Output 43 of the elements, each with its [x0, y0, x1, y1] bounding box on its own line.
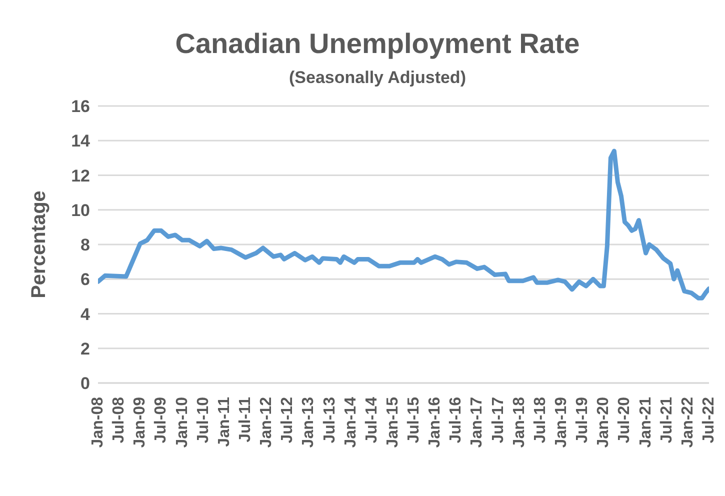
x-tick-label: Jul-15: [406, 396, 423, 444]
x-tick-label: Jan-14: [342, 396, 360, 448]
y-tick-label: 10: [71, 200, 90, 220]
x-tick-label: Jan-15: [384, 396, 402, 448]
y-tick-label: 14: [71, 132, 91, 151]
x-tick-label: Jan-16: [426, 396, 444, 448]
x-tick-label: Jan-13: [300, 396, 318, 448]
y-tick-label: 16: [71, 97, 90, 116]
x-tick-label: Jul-10: [194, 396, 212, 444]
x-tick-label: Jan-11: [216, 396, 233, 447]
x-tick-label: Jul-08: [110, 396, 128, 444]
x-tick-label: Jul-12: [279, 396, 296, 444]
x-tick-label: Jan-22: [679, 396, 696, 448]
x-tick-label: Jul-09: [152, 396, 170, 444]
x-tick-label: Jul-19: [574, 396, 592, 444]
chart-subtitle: (Seasonally Adjusted): [288, 68, 467, 88]
x-tick-label: Jul-11: [236, 396, 254, 442]
y-axis-title: Percentage: [28, 190, 50, 298]
x-tick-label: Jan-10: [174, 396, 191, 448]
y-tick-label: 6: [80, 270, 90, 290]
y-tick-label: 4: [80, 304, 91, 324]
x-tick-label: Jan-20: [595, 396, 612, 448]
x-tick-label: Jul-13: [321, 396, 338, 444]
x-tick-label: Jul-17: [490, 396, 507, 444]
x-tick-label: Jul-21: [658, 396, 676, 444]
x-tick-label: Jan-12: [258, 396, 276, 448]
x-tick-label: Jul-18: [532, 396, 549, 444]
x-tick-label: Jan-19: [553, 396, 570, 448]
y-tick-label: 0: [80, 374, 90, 394]
x-tick-label: Jul-14: [363, 396, 380, 444]
x-tick-label: Jan-17: [468, 396, 486, 448]
x-tick-label: Jan-18: [510, 396, 528, 448]
x-tick-label: Jan-21: [637, 396, 654, 448]
x-tick-label: Jul-16: [448, 396, 465, 444]
x-tick-label: Jan-09: [132, 396, 149, 448]
line-series: [98, 148, 709, 300]
chart-title: Canadian Unemployment Rate: [174, 28, 581, 60]
x-tick-label: Jan-08: [90, 396, 106, 448]
y-tick-label: 12: [71, 166, 90, 186]
x-tick-label: Jul-22: [700, 396, 718, 444]
y-tick-label: 2: [80, 339, 90, 358]
y-tick-label: 8: [80, 236, 90, 255]
x-tick-label: Jul-20: [616, 396, 634, 444]
